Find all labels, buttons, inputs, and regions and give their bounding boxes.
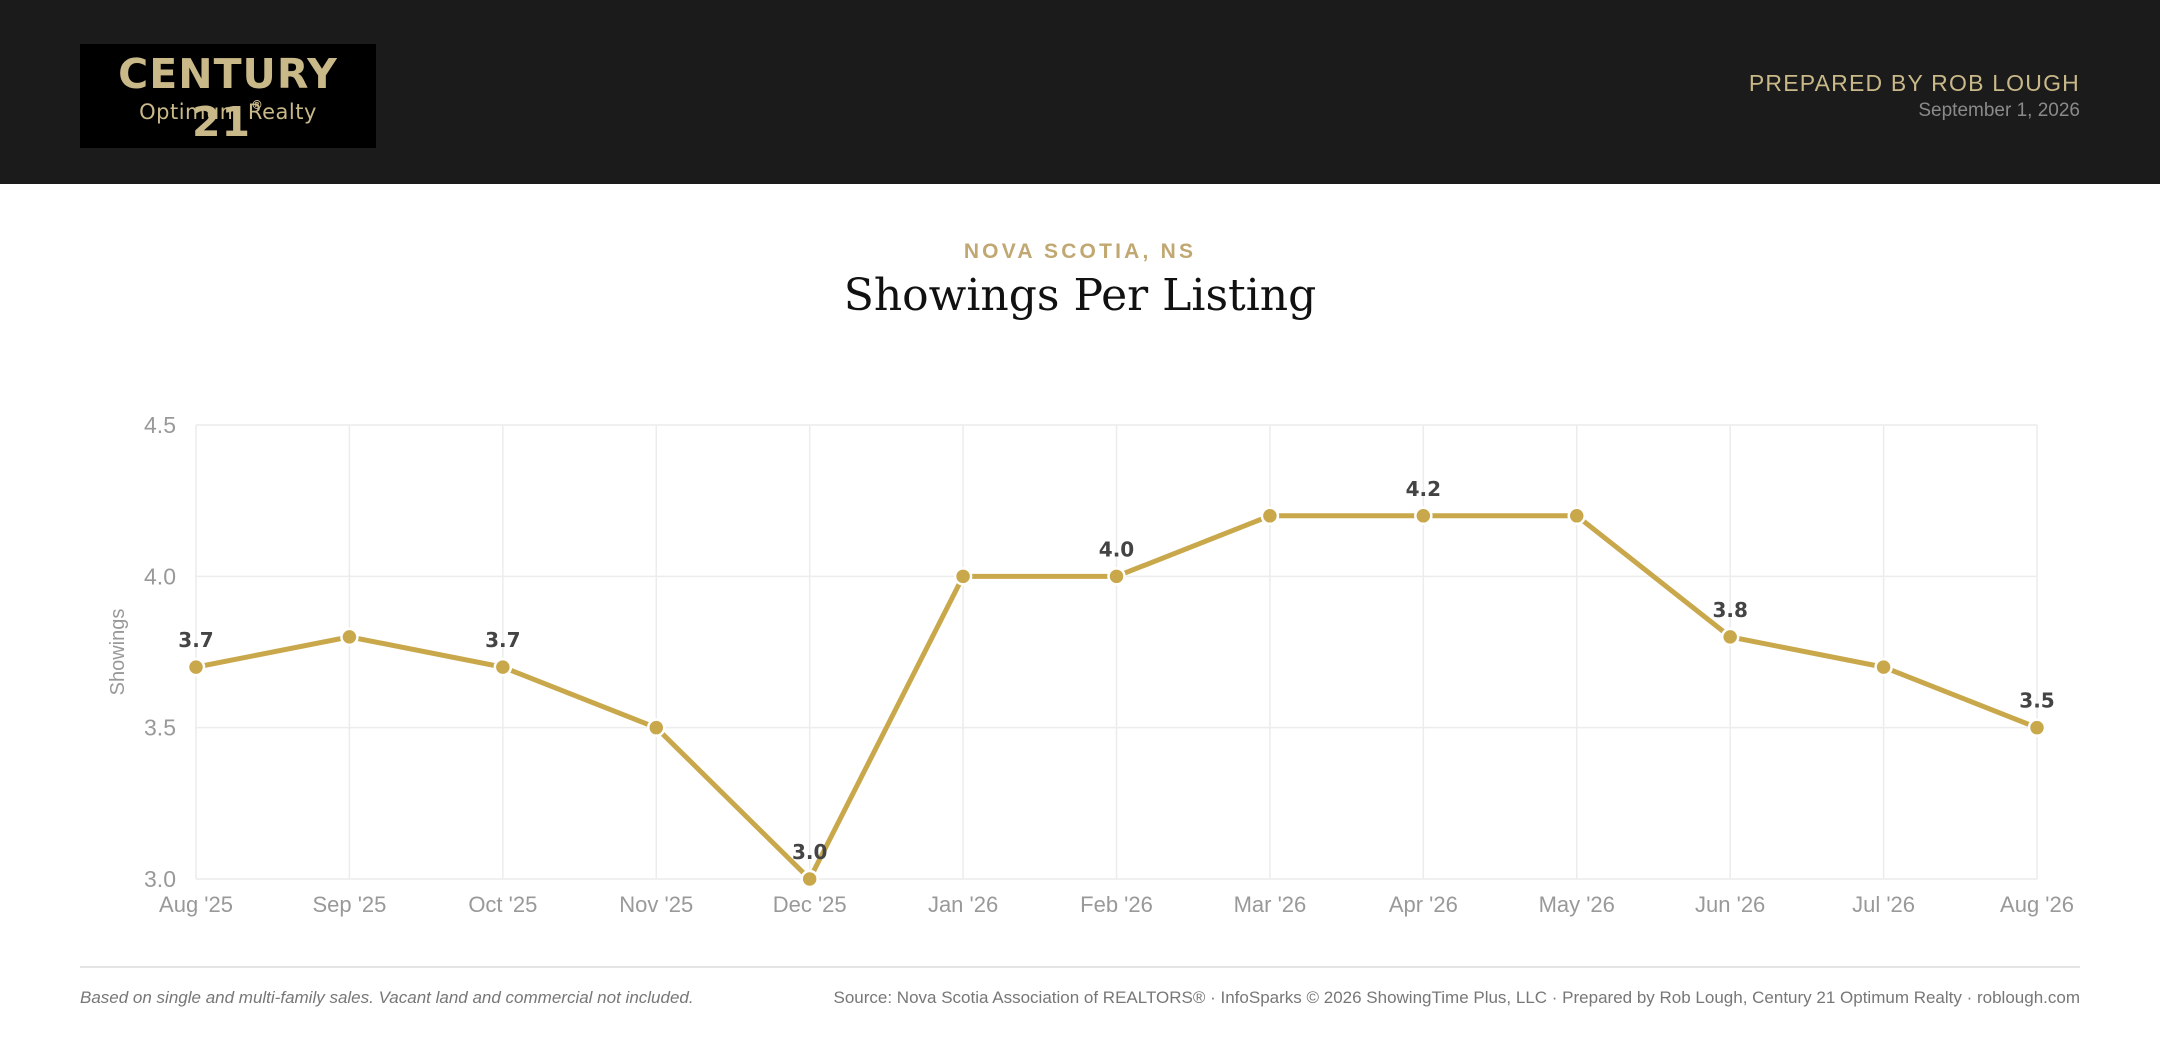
x-tick-label: Aug '26	[2000, 892, 2074, 917]
header-bar: CENTURY 21® Optimum Realty PREPARED BY R…	[0, 0, 2160, 184]
data-label: 4.2	[1406, 477, 1441, 501]
data-point	[1720, 627, 1740, 647]
x-tick-label: Dec '25	[773, 892, 847, 917]
y-tick-label: 4.0	[144, 563, 176, 589]
data-label: 3.5	[2019, 689, 2054, 713]
footer-divider	[80, 966, 2080, 968]
y-tick-label: 4.5	[144, 412, 176, 438]
logo-subtitle: Optimum Realty	[139, 100, 317, 124]
data-point	[1414, 506, 1433, 526]
data-point	[647, 718, 666, 737]
data-point	[1567, 506, 1586, 526]
prepared-by: PREPARED BY ROB LOUGH	[1748, 70, 2080, 96]
data-point	[1260, 506, 1280, 526]
data-label: 3.0	[792, 840, 827, 864]
x-tick-label: Jun '26	[1695, 892, 1765, 917]
region-label: NOVA SCOTIA, NS	[963, 240, 1197, 263]
data-label: 3.7	[485, 628, 520, 652]
data-label: 3.7	[178, 628, 213, 652]
data-label: 3.8	[1712, 598, 1747, 622]
data-point	[340, 627, 359, 647]
y-axis-title: Showings	[107, 609, 129, 696]
x-tick-label: Jul '26	[1852, 892, 1915, 917]
data-point	[953, 567, 973, 586]
footer-note: Based on single and multi-family sales. …	[80, 988, 694, 1007]
x-tick-label: Apr '26	[1389, 892, 1458, 917]
data-label: 4.0	[1099, 537, 1134, 561]
x-tick-label: May '26	[1539, 892, 1615, 917]
registered-mark: ®	[251, 98, 265, 112]
x-tick-label: Nov '25	[619, 892, 693, 917]
y-tick-label: 3.5	[144, 715, 176, 741]
x-tick-label: Mar '26	[1234, 892, 1307, 917]
logo-brand-text: CENTURY 21®	[118, 50, 338, 146]
report-date: September 1, 2026	[1918, 100, 2080, 121]
data-point	[493, 657, 513, 677]
chart-title: Showings Per Listing	[843, 270, 1317, 321]
x-tick-label: Jan '26	[928, 892, 998, 917]
company-logo[interactable]: CENTURY 21® Optimum Realty	[80, 44, 376, 148]
data-point	[1874, 657, 1893, 677]
footer-source: Source: Nova Scotia Association of REALT…	[833, 988, 2081, 1007]
x-tick-label: Sep '25	[312, 892, 386, 917]
x-tick-label: Aug '25	[159, 892, 233, 917]
x-tick-label: Feb '26	[1080, 892, 1153, 917]
y-tick-label: 3.0	[144, 866, 176, 892]
x-tick-label: Oct '25	[468, 892, 537, 917]
data-point	[800, 869, 819, 889]
data-point	[1107, 567, 1126, 586]
data-point	[2027, 718, 2047, 737]
data-point	[186, 657, 206, 677]
line-chart: 3.0 3.5 4.0 4.5 Aug '25 Sep '25 Oct '25 Nov '25…	[107, 412, 2074, 917]
